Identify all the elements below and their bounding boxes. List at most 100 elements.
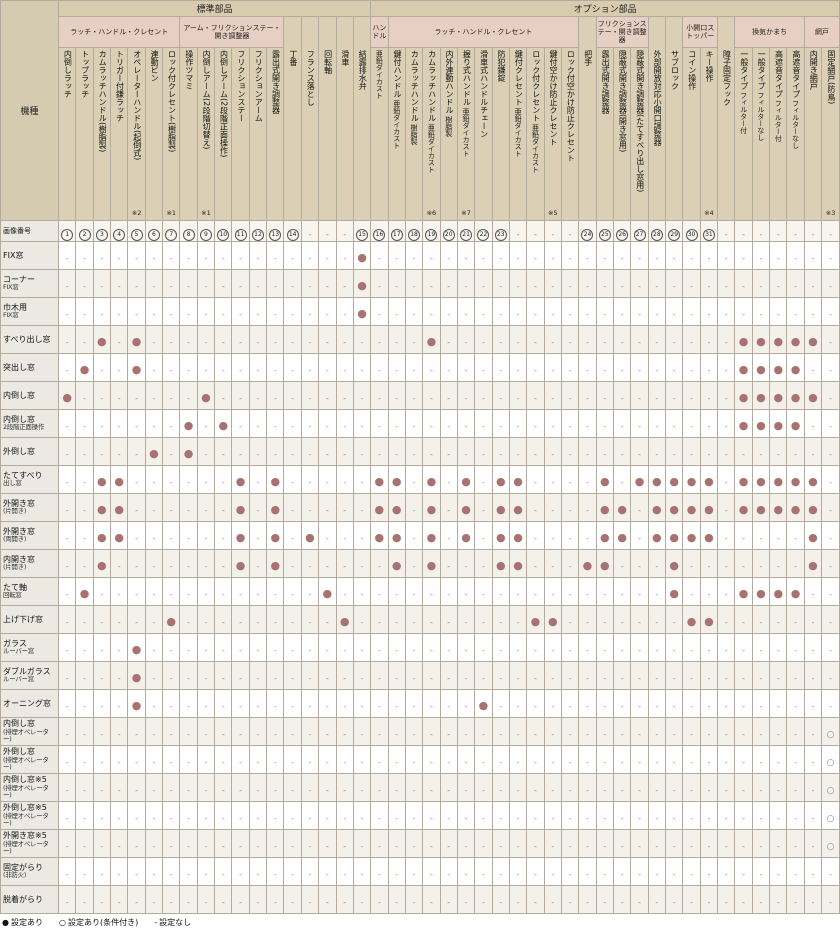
dash-icon: -	[742, 758, 746, 767]
dash-icon: -	[759, 870, 763, 879]
matrix-cell: -	[352, 801, 372, 830]
image-number-badge: 13	[269, 229, 282, 241]
matrix-cell: -	[647, 409, 667, 438]
dash-icon: -	[117, 842, 121, 851]
dash-icon: -	[154, 918, 158, 927]
matrix-cell: ●	[734, 577, 753, 606]
image-number-cell: -	[526, 220, 545, 242]
matrix-cell: -	[734, 773, 753, 802]
matrix-cell: -	[717, 297, 736, 326]
table-row: すべり出し窓 - - ● - ● - - - - - - - - - - - - - - - - ● - - - - - - - - - - - -…	[0, 325, 840, 354]
dash-icon: -	[273, 310, 277, 319]
dash-icon: -	[672, 870, 676, 879]
group-header	[665, 16, 684, 48]
matrix-cell: -	[491, 297, 510, 326]
matrix-cell: -	[474, 801, 493, 830]
column-header: トップラッチ	[75, 47, 94, 221]
dash-icon: -	[742, 814, 746, 823]
dash-icon: -	[343, 702, 347, 711]
column-label: トリガー付鎌ラッチ	[115, 50, 125, 122]
dash-icon: -	[655, 422, 659, 431]
dash-icon: -	[221, 730, 225, 739]
dash-icon: -	[551, 422, 555, 431]
matrix-cell: -	[57, 829, 77, 858]
dash-icon: -	[481, 674, 485, 683]
dash-icon: -	[325, 758, 329, 767]
row-label: コーナー FIX窓	[0, 269, 59, 298]
matrix-cell: -	[231, 689, 250, 718]
matrix-cell: -	[335, 689, 354, 718]
column-label: サブロック	[670, 49, 680, 90]
matrix-cell: ●	[422, 325, 441, 354]
column-label: 内外連動ハンドル	[444, 50, 454, 114]
matrix-cell: -	[612, 745, 632, 774]
matrix-cell: -	[214, 297, 233, 326]
matrix-cell: -	[404, 297, 424, 326]
filled-dot-icon: ●	[582, 559, 593, 572]
matrix-cell: -	[127, 745, 146, 774]
dash-icon: -	[256, 870, 260, 879]
dash-icon: -	[724, 450, 728, 459]
matrix-cell: -	[352, 689, 372, 718]
filled-dot-icon: ●	[79, 363, 90, 376]
dash-icon: -	[551, 590, 555, 599]
dash-icon: -	[724, 758, 728, 767]
column-header: 一般タイプ フィルターなし	[751, 47, 771, 221]
matrix-cell: -	[144, 829, 164, 858]
dash-icon: -	[707, 562, 711, 571]
matrix-cell: -	[214, 689, 233, 718]
matrix-cell: -	[699, 829, 719, 858]
dash-icon: -	[742, 870, 746, 879]
dash-icon: -	[273, 366, 277, 375]
row-label: たてすべり 出し窓	[0, 465, 59, 494]
dash-icon: -	[239, 898, 243, 907]
matrix-cell: -	[404, 493, 424, 522]
matrix-cell: -	[318, 241, 337, 270]
dash-icon: -	[551, 898, 555, 907]
matrix-cell: -	[127, 577, 146, 606]
dash-icon: -	[655, 562, 659, 571]
dash-icon: -	[187, 758, 191, 767]
dash-icon: -	[83, 562, 86, 571]
matrix-cell: -	[404, 717, 424, 746]
matrix-cell: -	[370, 325, 389, 354]
column-header: 滑車	[335, 47, 354, 221]
image-number-cell: 3	[92, 220, 112, 242]
dash-icon: -	[603, 310, 607, 319]
dash-icon: -	[83, 338, 86, 347]
matrix-cell: -	[491, 801, 510, 830]
matrix-cell: -	[630, 437, 649, 466]
matrix-cell: -	[144, 689, 164, 718]
matrix-cell: -	[214, 661, 233, 690]
dash-icon: -	[690, 590, 693, 599]
column-label: ロック付クレセント	[531, 50, 541, 122]
dash-icon: -	[221, 814, 225, 823]
dash-icon: -	[360, 842, 364, 851]
matrix-cell: -	[110, 297, 129, 326]
dash-icon: -	[221, 842, 225, 851]
matrix-cell: -	[248, 297, 268, 326]
dash-icon: -	[811, 254, 815, 263]
matrix-cell: -	[769, 745, 788, 774]
matrix-cell: ●	[508, 493, 528, 522]
dash-icon: -	[568, 758, 572, 767]
dash-icon: -	[568, 674, 572, 683]
matrix-cell: -	[92, 633, 112, 662]
dash-icon: -	[117, 310, 121, 319]
matrix-cell: -	[821, 437, 840, 466]
dash-icon: -	[377, 814, 381, 823]
matrix-cell: -	[422, 297, 441, 326]
dash-icon: -	[672, 618, 676, 627]
dash-icon: -	[603, 394, 607, 403]
dash-icon: -	[135, 730, 138, 739]
matrix-cell: -	[803, 661, 823, 690]
matrix-cell: -	[422, 605, 441, 634]
group-header	[335, 16, 354, 48]
filled-dot-icon: ●	[270, 559, 281, 572]
matrix-cell: -	[456, 661, 476, 690]
dash-icon: -	[447, 674, 451, 683]
matrix-cell: ●	[699, 465, 719, 494]
column-label: 内倒しラッチ	[63, 50, 73, 98]
column-header: 内倒しアーム(2段階正面操作)	[214, 47, 233, 221]
